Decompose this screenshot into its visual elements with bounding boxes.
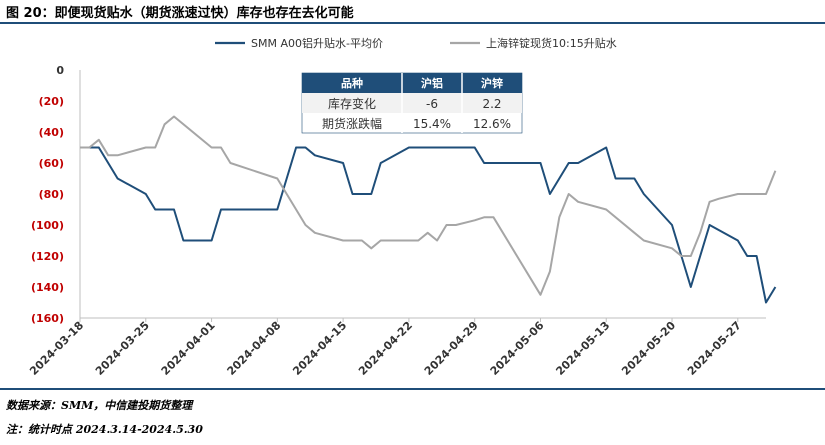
y-tick-label: (120) <box>31 250 64 263</box>
x-tick-label: 2024-03-25 <box>93 319 152 378</box>
x-tick-label: 2024-04-08 <box>225 319 284 378</box>
table-header-bg <box>302 73 522 93</box>
x-tick-label: 2024-04-15 <box>290 319 349 378</box>
table-cell: -6 <box>426 97 438 111</box>
footnote: 注：统计时点 2024.3.14-2024.5.30 <box>6 423 203 436</box>
bottom-rule <box>0 388 825 390</box>
y-tick-label: 0 <box>56 64 64 77</box>
x-tick-label: 2024-04-01 <box>159 319 218 378</box>
y-tick-label: (140) <box>31 281 64 294</box>
y-tick-label: (80) <box>39 188 64 201</box>
line-chart: 0(20)(40)(60)(80)(100)(120)(140)(160)202… <box>27 36 777 378</box>
x-tick-label: 2024-04-22 <box>356 319 415 378</box>
y-tick-label: (160) <box>31 312 64 325</box>
x-tick-label: 2024-05-13 <box>553 319 612 378</box>
table-header-cell: 沪铝 <box>421 76 443 90</box>
x-tick-label: 2024-04-29 <box>422 319 481 378</box>
figure-title: 图 20：即便现货贴水（期货涨速过快）库存也存在去化可能 <box>6 6 354 21</box>
table-cell: 15.4% <box>413 117 451 131</box>
table-header-cell: 品种 <box>341 76 363 90</box>
table-cell: 期货涨跌幅 <box>322 116 382 131</box>
top-rule <box>0 22 825 24</box>
x-tick-label: 2024-05-20 <box>619 319 678 378</box>
series-line-al <box>80 146 777 304</box>
x-tick-label: 2024-05-06 <box>488 319 547 378</box>
legend-label-zn: 上海锌锭现货10:15升贴水 <box>486 36 617 50</box>
table-header-cell: 沪锌 <box>481 76 503 90</box>
x-tick-label: 2024-05-27 <box>685 319 744 378</box>
legend-label-al: SMM A00铝升贴水-平均价 <box>251 36 383 50</box>
table-cell: 2.2 <box>482 97 501 111</box>
x-tick-label: 2024-03-18 <box>27 319 86 378</box>
y-tick-label: (20) <box>39 95 64 108</box>
data-source: 数据来源：SMM，中信建投期货整理 <box>6 399 193 412</box>
table-row-bg <box>302 93 522 113</box>
y-tick-label: (60) <box>39 157 64 170</box>
series-line-zn <box>80 115 777 296</box>
y-tick-label: (40) <box>39 126 64 139</box>
table-cell: 12.6% <box>473 117 511 131</box>
table-cell: 库存变化 <box>328 96 376 111</box>
y-tick-label: (100) <box>31 219 64 232</box>
